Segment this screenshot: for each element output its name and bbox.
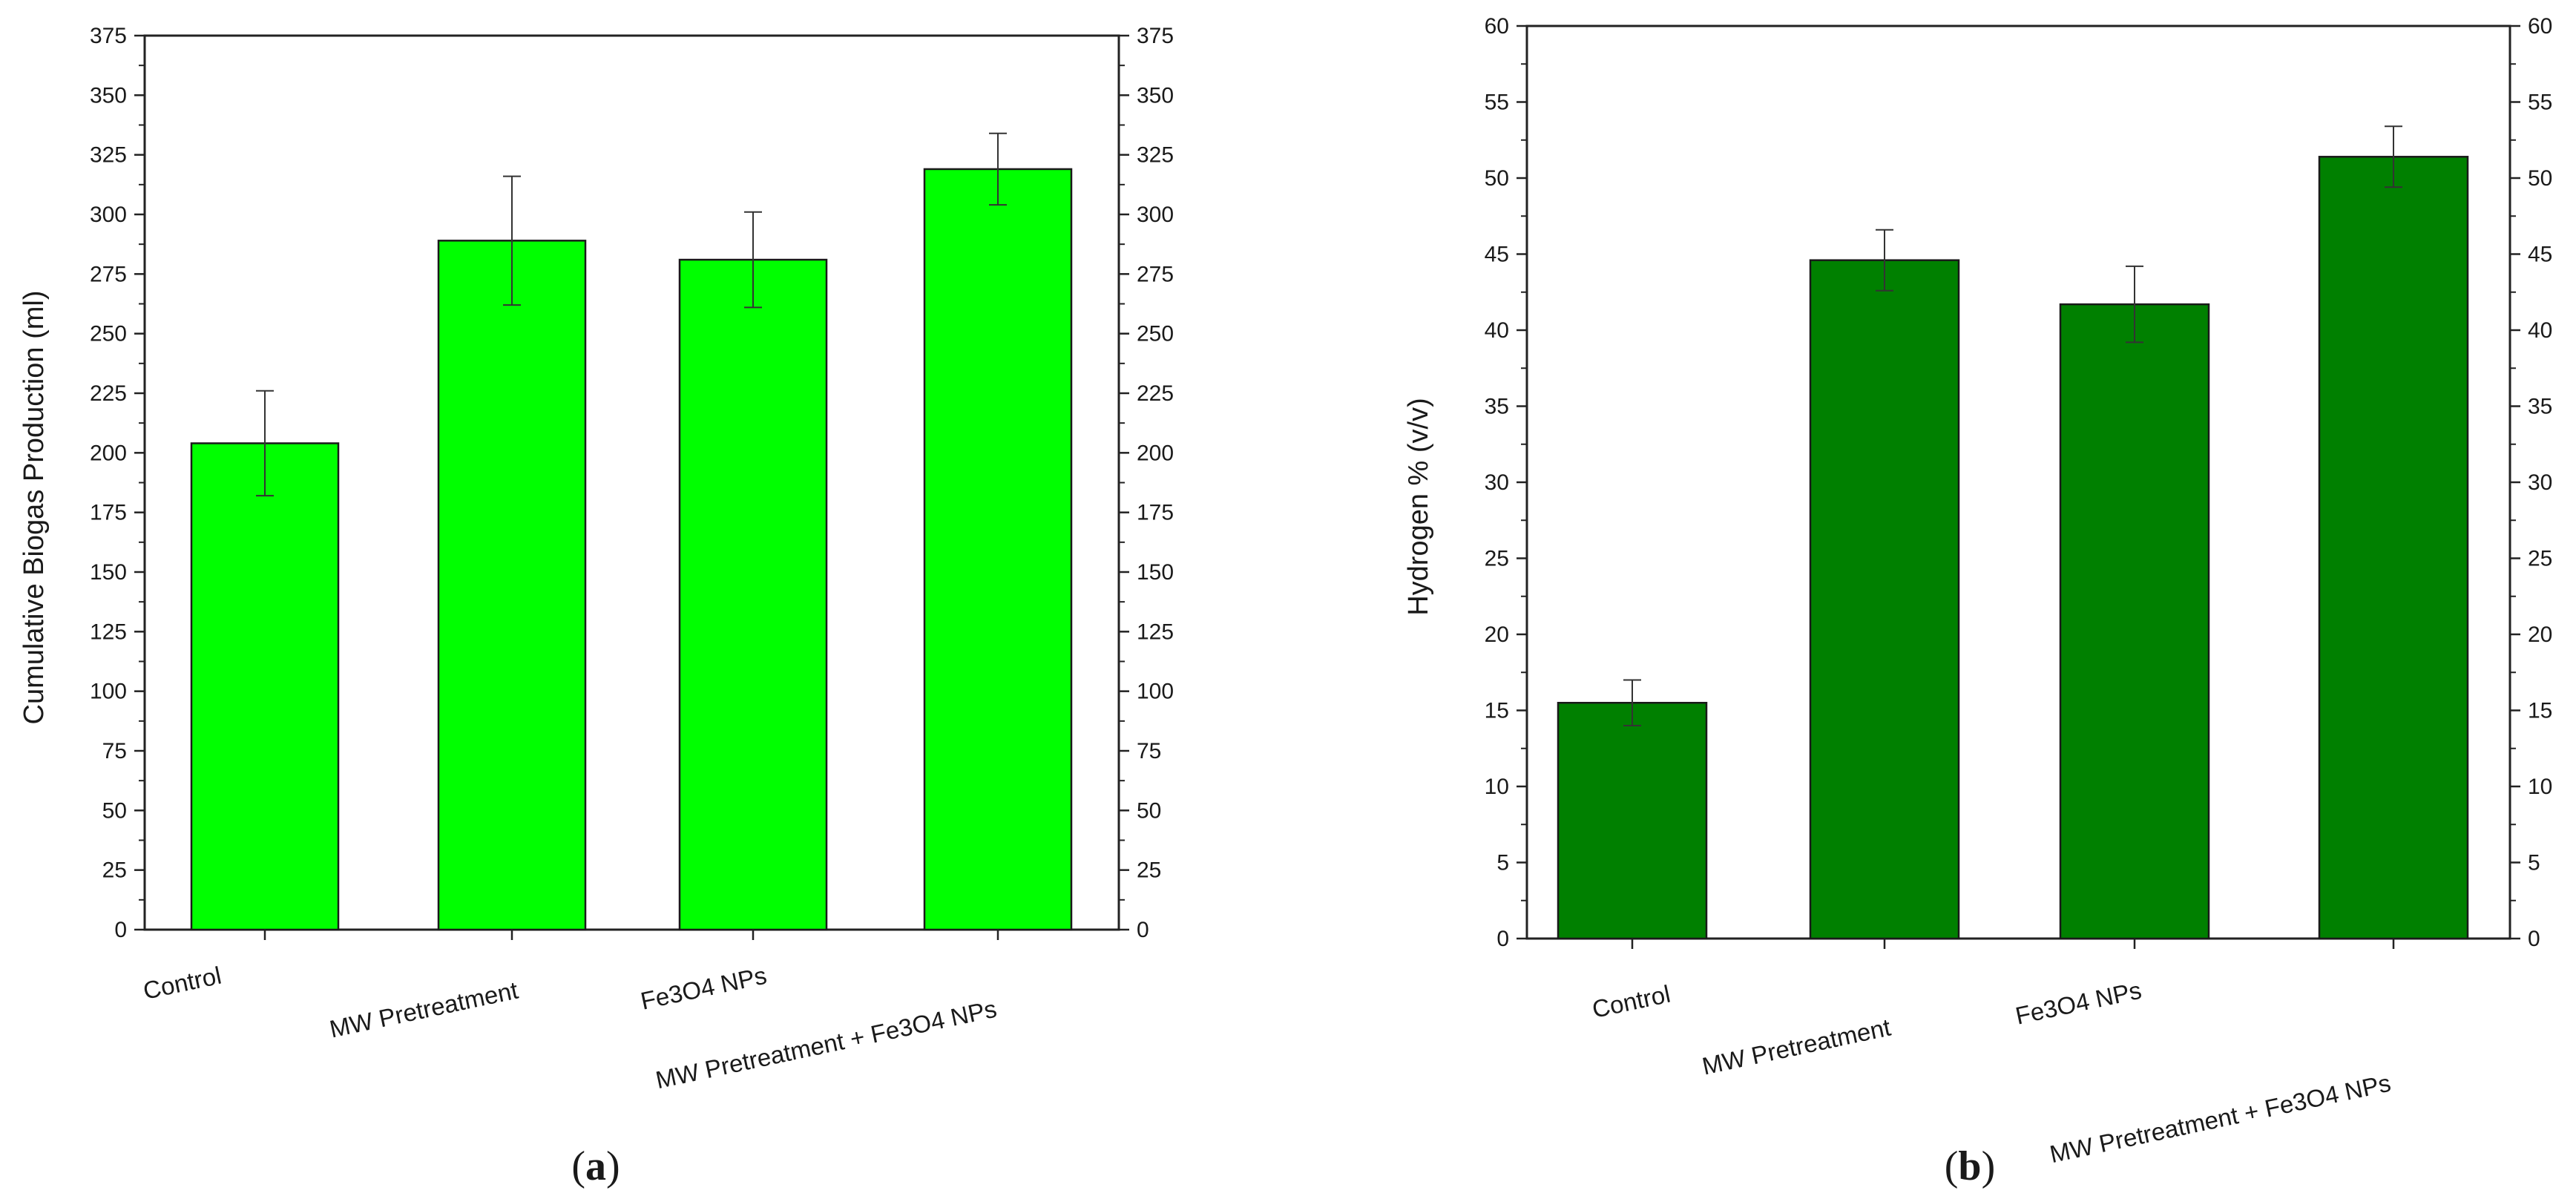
y-tick-label-right: 150: [1137, 560, 1174, 585]
bars-a: [190, 132, 1073, 940]
panel-label-a: (a): [571, 1143, 620, 1189]
y-tick-label-left: 325: [90, 143, 127, 168]
y-tick-label-right: 60: [2528, 14, 2552, 39]
y-tick-label-right: 25: [1137, 858, 1161, 883]
y-tick-label-left: 25: [102, 858, 127, 883]
category-label: MW Pretreatment: [327, 976, 521, 1043]
y-tick-label-left: 30: [1485, 470, 1509, 495]
chart-panel-a: Cumulative Biogas Production (ml) 0 0 25 25…: [19, 24, 1174, 1189]
bar: [2318, 156, 2469, 940]
y-tick-label-right: 175: [1137, 501, 1174, 525]
y-tick-label-right: 350: [1137, 83, 1174, 108]
y-tick-label-right: 275: [1137, 262, 1174, 286]
y-tick-label-right: 0: [1137, 918, 1149, 942]
y-tick-label-right: 30: [2528, 470, 2552, 495]
y-tick-label-left: 175: [90, 501, 127, 525]
y-tick-label-left: 125: [90, 620, 127, 644]
y-tick-label-right: 45: [2528, 243, 2552, 267]
y-tick-label-left: 375: [90, 24, 127, 48]
y-tick-label-left: 20: [1485, 622, 1509, 647]
y-tick-label-left: 15: [1485, 699, 1509, 723]
panel-letter-a: a: [585, 1143, 606, 1189]
bar: [923, 168, 1073, 931]
y-tick-label-right: 225: [1137, 381, 1174, 406]
y-tick-label-right: 75: [1137, 739, 1161, 763]
bar: [678, 258, 828, 931]
y-tick-label-right: 0: [2528, 927, 2540, 951]
y-tick-label-right: 50: [2528, 166, 2552, 191]
bar: [1557, 702, 1708, 940]
y-tick-label-right: 15: [2528, 699, 2552, 723]
y-tick-label-right: 5: [2528, 851, 2540, 875]
category-labels-b: Control MW Pretreatment Fe3O4 NPs MW Pretre…: [1590, 976, 2393, 1169]
bar: [1809, 259, 1960, 940]
y-tick-label-left: 275: [90, 262, 127, 286]
y-tick-label-left: 300: [90, 203, 127, 227]
y-tick-label-left: 60: [1485, 14, 1509, 39]
y-tick-label-right: 125: [1137, 620, 1174, 644]
bar: [2059, 303, 2210, 940]
y-tick-label-left: 35: [1485, 395, 1509, 419]
y-tick-label-right: 100: [1137, 680, 1174, 704]
y-tick-label-left: 100: [90, 680, 127, 704]
category-label: MW Pretreatment: [1700, 1013, 1893, 1080]
y-tick-label-left: 55: [1485, 91, 1509, 115]
category-label: Fe3O4 NPs: [2013, 976, 2143, 1030]
y-tick-label-left: 0: [1496, 927, 1509, 951]
y-tick-label-right: 25: [2528, 547, 2552, 571]
y-tick-label-right: 200: [1137, 441, 1174, 465]
y-ticks-a: 0 0 25 25 50 50 75 75 100 100 125 125 150 150 175 175 20…: [90, 24, 1174, 942]
category-label: Fe3O4 NPs: [638, 962, 769, 1015]
y-tick-label-left: 45: [1485, 243, 1509, 267]
bar: [190, 442, 340, 931]
y-tick-label-left: 40: [1485, 318, 1509, 343]
y-tick-label-left: 150: [90, 560, 127, 585]
y-tick-label-left: 50: [102, 798, 127, 823]
panel-label-b: (b): [1945, 1143, 1995, 1189]
y-tick-label-left: 350: [90, 83, 127, 108]
y-tick-label-left: 200: [90, 441, 127, 465]
y-tick-label-left: 225: [90, 381, 127, 406]
y-tick-label-right: 325: [1137, 143, 1174, 168]
category-label: MW Pretreatment + Fe3O4 NPs: [653, 995, 999, 1094]
y-tick-label-right: 375: [1137, 24, 1174, 48]
y-tick-label-left: 25: [1485, 547, 1509, 571]
y-axis-label-b: Hydrogen % (v/v): [1403, 398, 1434, 616]
y-tick-label-right: 300: [1137, 203, 1174, 227]
category-label: MW Pretreatment + Fe3O4 NPs: [2047, 1069, 2393, 1169]
y-tick-label-right: 55: [2528, 91, 2552, 115]
y-tick-label-left: 50: [1485, 166, 1509, 191]
y-tick-label-right: 20: [2528, 622, 2552, 647]
y-tick-label-left: 0: [114, 918, 127, 942]
y-tick-label-right: 250: [1137, 322, 1174, 346]
y-tick-label-right: 10: [2528, 775, 2552, 799]
y-axis-label-a: Cumulative Biogas Production (ml): [19, 290, 50, 724]
y-tick-label-right: 50: [1137, 798, 1161, 823]
y-tick-label-left: 10: [1485, 775, 1509, 799]
y-tick-label-left: 250: [90, 322, 127, 346]
bars-b: [1557, 125, 2469, 949]
y-tick-label-right: 40: [2528, 318, 2552, 343]
category-label: Control: [141, 962, 224, 1005]
category-label: Control: [1590, 980, 1673, 1023]
panel-letter-b: b: [1958, 1143, 1981, 1189]
bar: [437, 240, 587, 931]
y-tick-label-left: 75: [102, 739, 127, 763]
y-tick-label-right: 35: [2528, 395, 2552, 419]
y-tick-label-left: 5: [1496, 851, 1509, 875]
